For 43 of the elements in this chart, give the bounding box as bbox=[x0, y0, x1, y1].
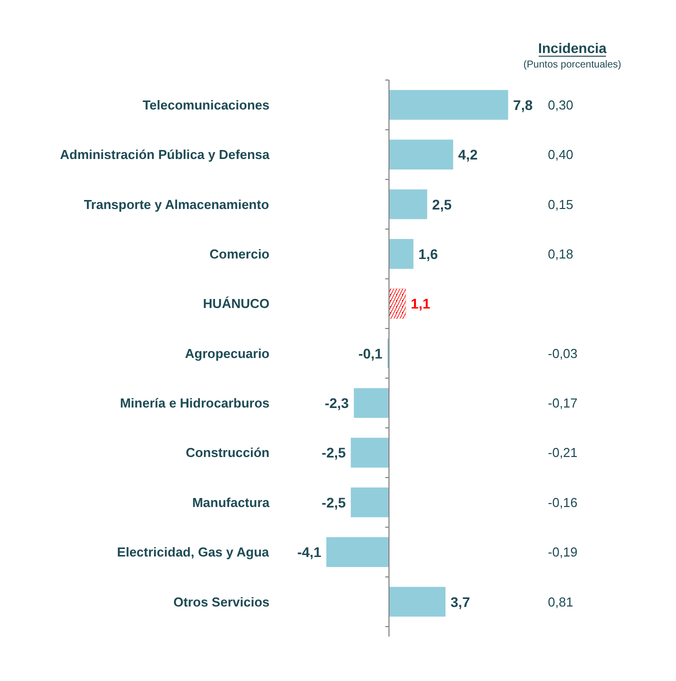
bar bbox=[388, 239, 414, 269]
data-label: 1,6 bbox=[418, 246, 438, 262]
bar bbox=[354, 388, 389, 418]
data-label: -2,5 bbox=[322, 494, 346, 510]
text: -0,03 bbox=[548, 346, 578, 361]
data-label: 3,7 bbox=[450, 594, 470, 610]
text: 0,18 bbox=[548, 246, 574, 262]
text: -0,21 bbox=[548, 445, 578, 460]
data-label: -4,1 bbox=[297, 544, 322, 560]
bar bbox=[350, 487, 389, 518]
y-tick-label: Transporte y Almacenamiento bbox=[84, 196, 270, 212]
data-label: 2,5 bbox=[432, 196, 452, 212]
text: 0,81 bbox=[548, 594, 574, 610]
y-tick-label: Electricidad, Gas y Agua bbox=[117, 544, 270, 560]
text: 0,40 bbox=[548, 147, 574, 162]
text: -0,17 bbox=[548, 396, 578, 411]
data-label: 4,2 bbox=[458, 146, 478, 163]
y-tick-label: Telecomunicaciones bbox=[142, 97, 270, 112]
text: -0,16 bbox=[548, 494, 578, 510]
text: 0,15 bbox=[548, 196, 574, 212]
bar bbox=[388, 140, 454, 170]
y-tick-label: Otros Servicios bbox=[173, 594, 270, 610]
y-tick-label: HUÁNUCO bbox=[203, 296, 270, 312]
data-label: -0,1 bbox=[358, 345, 383, 362]
text: (Puntos porcentuales) bbox=[523, 60, 622, 71]
data-label: 7,8 bbox=[513, 96, 533, 113]
data-label: -2,3 bbox=[324, 395, 350, 412]
text: -0,19 bbox=[548, 544, 578, 560]
data-label: -2,5 bbox=[322, 444, 346, 461]
y-tick-label: Comercio bbox=[210, 246, 270, 262]
bar bbox=[388, 586, 446, 617]
y-tick-label: Minería e Hidrocarburos bbox=[120, 396, 270, 411]
bar bbox=[388, 90, 508, 120]
y-tick-label: Agropecuario bbox=[184, 346, 270, 361]
text: 0,30 bbox=[548, 97, 574, 112]
y-tick-label: Construcción bbox=[186, 445, 270, 460]
data-label: 1,1 bbox=[410, 296, 430, 312]
y-tick-label: Administración Pública y Defensa bbox=[60, 147, 270, 162]
bar bbox=[326, 537, 389, 567]
text: Incidencia bbox=[538, 40, 607, 56]
bar bbox=[350, 438, 389, 468]
y-tick-label: Manufactura bbox=[192, 494, 270, 510]
bar bbox=[388, 189, 428, 220]
